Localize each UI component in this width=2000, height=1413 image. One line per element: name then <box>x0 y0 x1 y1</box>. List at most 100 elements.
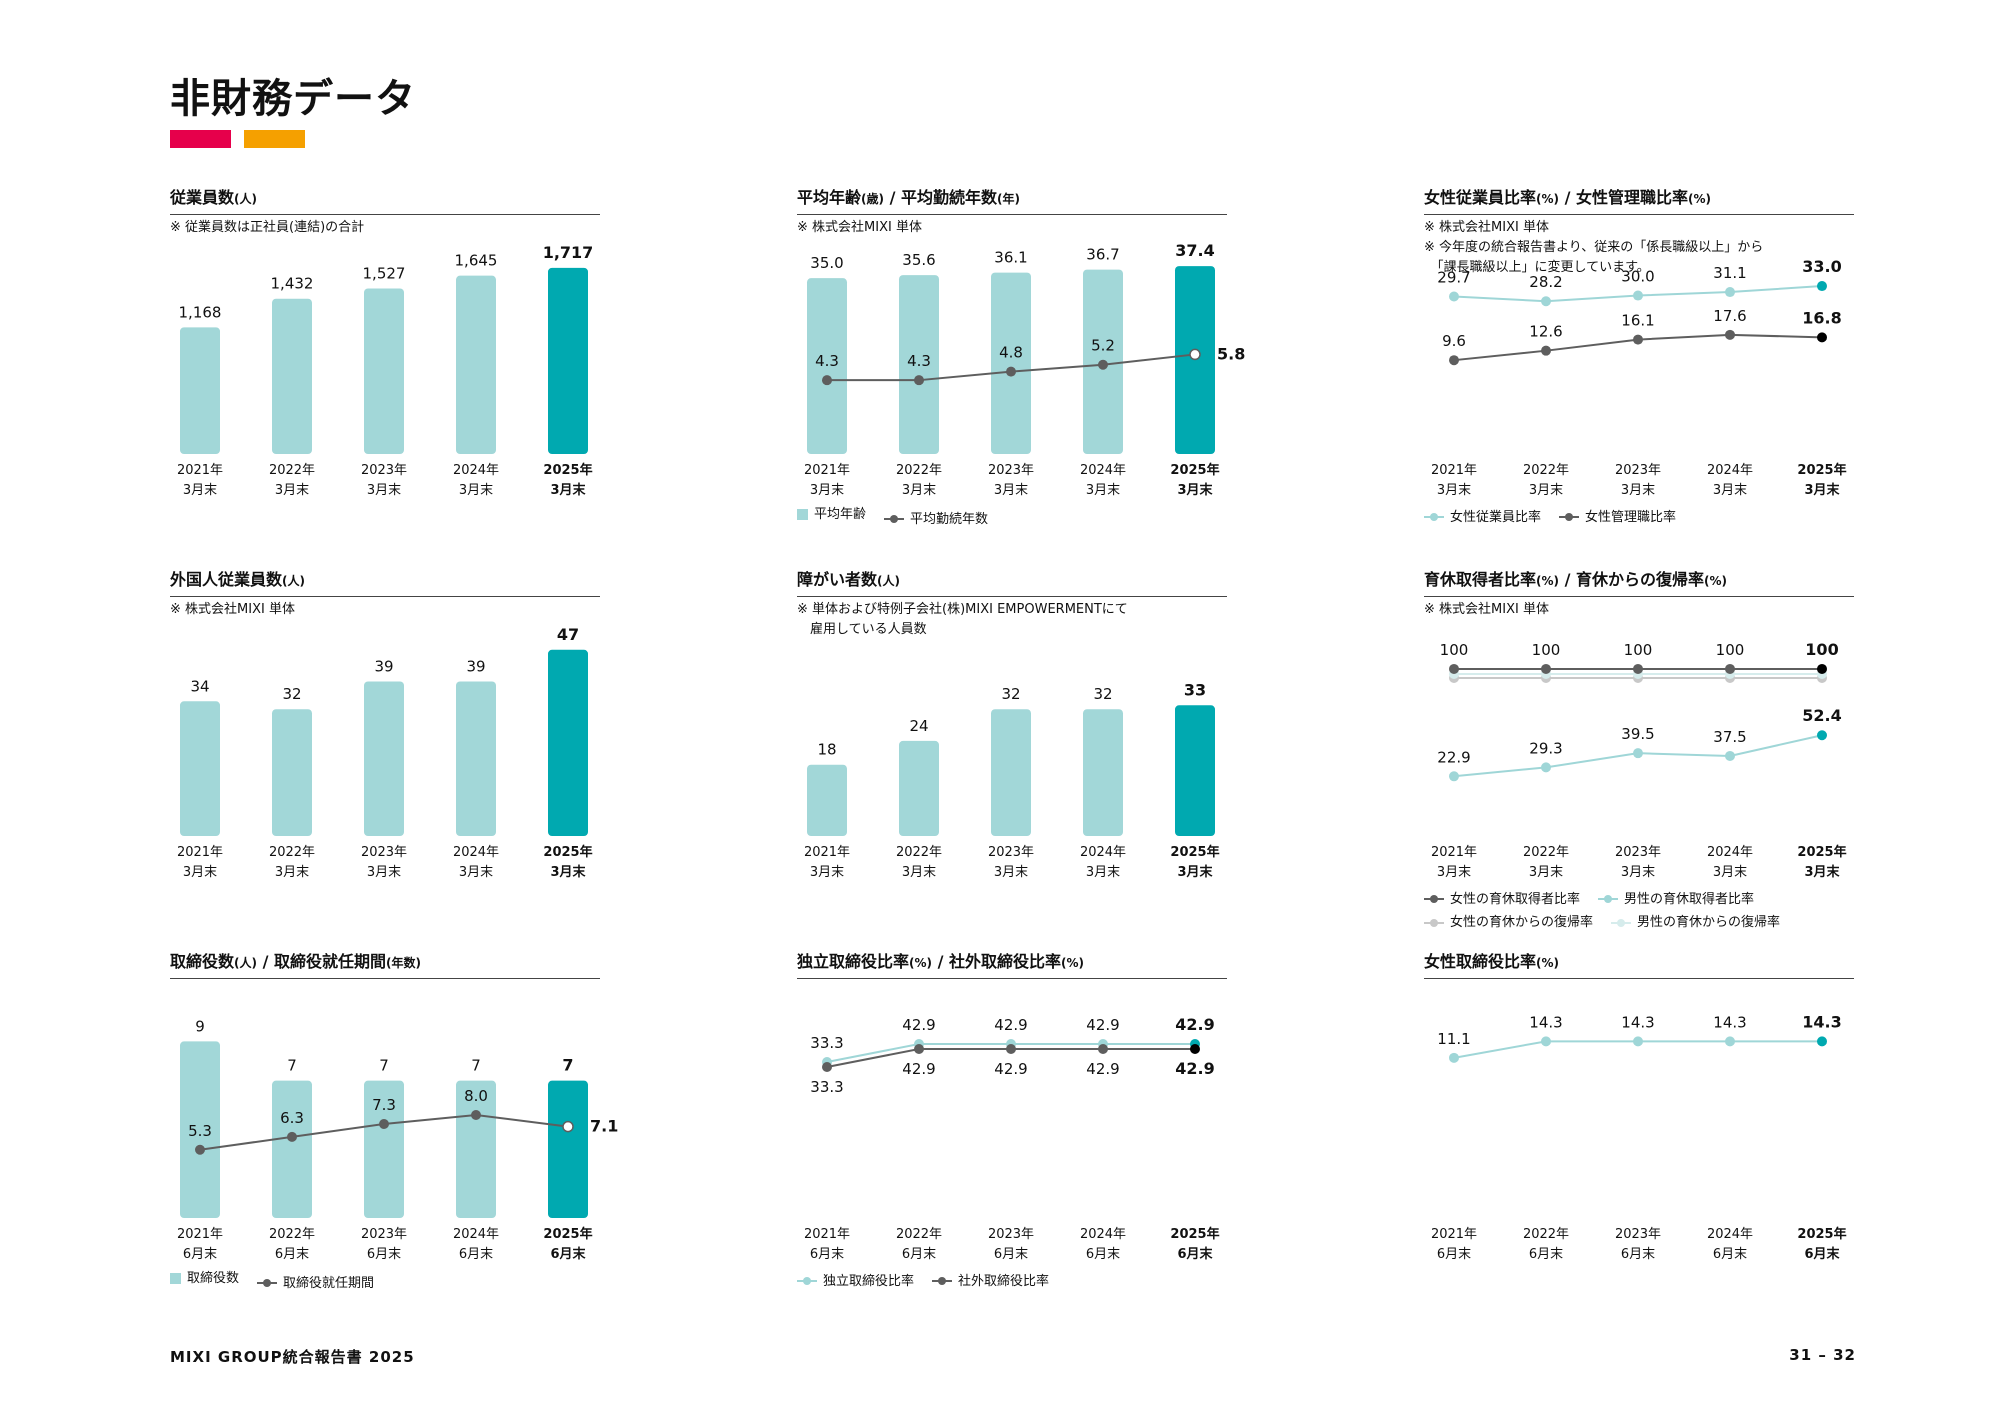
x-tick-label: 6月末 <box>550 1246 586 1262</box>
x-tick-label: 6月末 <box>1437 1247 1471 1262</box>
legend-item: 取締役就任期間 <box>257 1273 374 1294</box>
legend-swatch-line <box>1559 513 1580 521</box>
chart-note-line: ※ 株式会社MIXI 単体 <box>797 220 922 235</box>
legend-label: 女性従業員比率 <box>1450 509 1542 525</box>
legend-swatch-line <box>257 1279 278 1287</box>
point-value-label: 6.3 <box>280 1109 304 1127</box>
chart-title: 女性取締役比率(%) <box>1424 950 1854 979</box>
point-value-label: 5.3 <box>188 1122 212 1140</box>
x-tick-label: 2023年 <box>988 463 1034 478</box>
point-value-label: 7.1 <box>590 1117 618 1136</box>
chart-title: 外国人従業員数(人) <box>170 568 600 597</box>
x-tick-label: 2025年 <box>1170 462 1219 478</box>
x-tick-label: 2024年 <box>453 463 499 478</box>
bar-value-label: 24 <box>909 717 928 735</box>
legend-item: 社外取締役比率 <box>932 1271 1049 1292</box>
legend-item: 女性の育休からの復帰率 <box>1424 912 1593 933</box>
series-point <box>1541 296 1551 307</box>
bar <box>1083 709 1123 836</box>
chart-note-line: ※ 今年度の統合報告書より、従来の「係長職級以上」から <box>1424 240 1764 255</box>
bar-value-label: 1,432 <box>271 275 314 293</box>
chart-title-unit: (%) <box>1536 956 1560 970</box>
series-point <box>822 375 832 386</box>
chart-title-text: 障がい者数 <box>797 570 878 589</box>
x-tick-label: 3月末 <box>902 483 936 498</box>
point-value-label: 16.1 <box>1621 312 1654 330</box>
bar-value-label: 1,717 <box>543 243 594 262</box>
bar <box>548 649 588 836</box>
bar-value-label: 7 <box>379 1057 389 1075</box>
series-point <box>1725 663 1735 674</box>
panel-foreign: 外国人従業員数(人) ※ 株式会社MIXI 単体 34 32 39 39 47 2021年 3月… <box>170 568 600 928</box>
bar <box>548 1080 588 1218</box>
panel-female-ratio: 女性従業員比率(%) / 女性管理職比率(%) ※ 株式会社MIXI 単体 ※ 今年… <box>1424 186 1854 546</box>
chart-title: 取締役数(人) / 取締役就任期間(年数) <box>170 950 600 979</box>
x-tick-label: 2025年 <box>543 462 592 478</box>
x-tick-label: 2021年 <box>804 463 850 478</box>
point-value-label: 42.9 <box>994 1016 1027 1034</box>
series-point <box>1098 359 1108 370</box>
series-point <box>822 1062 832 1073</box>
point-value-label: 17.6 <box>1713 307 1746 325</box>
x-tick-label: 2025年 <box>1797 844 1846 860</box>
x-tick-label: 2024年 <box>1707 463 1753 478</box>
accent-bar-red <box>170 130 231 148</box>
bar <box>272 1080 312 1218</box>
series-point <box>1817 281 1827 292</box>
chart-legend: 女性の育休取得者比率 男性の育休取得者比率 女性の育休からの復帰率 男性の育休からの復… <box>1424 886 1854 933</box>
chart-notes: ※ 従業員数は正社員(連結)の合計 <box>170 218 364 238</box>
chart-title: 従業員数(人) <box>170 186 600 215</box>
point-value-label: 31.1 <box>1713 264 1746 282</box>
series-point <box>1817 730 1827 741</box>
legend-item: 独立取締役比率 <box>797 1271 914 1292</box>
chart-svg: 18 24 32 32 33 2021年 3月末 2022年 3月末 2023年 3月末 2024年 3… <box>804 680 1220 880</box>
chart-title-unit-2: (年) <box>997 192 1020 206</box>
bar <box>456 681 496 836</box>
chart-title-text-2: 育休からの復帰率 <box>1576 570 1705 589</box>
x-tick-label: 2022年 <box>896 1227 942 1242</box>
chart-title-text: 育休取得者比率 <box>1424 570 1537 589</box>
chart-title: 障がい者数(人) <box>797 568 1227 597</box>
x-tick-label: 2023年 <box>361 1227 407 1242</box>
x-tick-label: 3月末 <box>1621 865 1655 880</box>
bar-value-label: 37.4 <box>1175 241 1214 260</box>
x-tick-label: 6月末 <box>275 1247 309 1262</box>
x-tick-label: 3月末 <box>1086 483 1120 498</box>
bar-value-label: 39 <box>466 658 485 676</box>
bar <box>899 740 939 836</box>
x-tick-label: 3月末 <box>994 865 1028 880</box>
series-point <box>914 1044 924 1055</box>
legend-swatch-square <box>797 509 808 520</box>
x-tick-label: 3月末 <box>1437 483 1471 498</box>
chart-title: 育休取得者比率(%) / 育休からの復帰率(%) <box>1424 568 1854 597</box>
series-point <box>1633 748 1643 759</box>
chart-title-unit-2: (%) <box>1704 574 1728 588</box>
chart-title: 女性従業員比率(%) / 女性管理職比率(%) <box>1424 186 1854 215</box>
chart-note-line: ※ 従業員数は正社員(連結)の合計 <box>170 220 365 235</box>
chart-legend: 独立取締役比率 社外取締役比率 <box>797 1268 1227 1292</box>
legend-label: 女性管理職比率 <box>1585 509 1677 525</box>
x-tick-label: 2023年 <box>361 845 407 860</box>
x-tick-label: 2022年 <box>1523 1227 1569 1242</box>
panel-employees: 従業員数(人) ※ 従業員数は正社員(連結)の合計 1,168 1,432 1,527 1… <box>170 186 600 546</box>
x-tick-label: 3月末 <box>459 865 493 880</box>
bar-value-label: 34 <box>190 677 209 695</box>
bar-value-label: 7 <box>287 1057 297 1075</box>
panel-childcare: 育休取得者比率(%) / 育休からの復帰率(%) ※ 株式会社MIXI 単体 100… <box>1424 568 1854 930</box>
chart-svg: 1,168 1,432 1,527 1,645 1,717 2021年 3月末 2022年 3月… <box>177 243 594 498</box>
point-value-label: 42.9 <box>1086 1060 1119 1078</box>
chart-title-text-2: 女性管理職比率 <box>1576 188 1689 207</box>
chart-title-text: 女性取締役比率 <box>1424 952 1537 971</box>
chart-note-line: ※ 株式会社MIXI 単体 <box>1424 602 1549 617</box>
chart-title-text: 従業員数 <box>170 188 235 207</box>
x-tick-label: 3月末 <box>810 483 844 498</box>
chart-title-unit: (%) <box>1536 574 1560 588</box>
chart-title-text: 独立取締役比率 <box>797 952 910 971</box>
legend-label: 社外取締役比率 <box>958 1273 1050 1289</box>
series-point <box>1541 1036 1551 1047</box>
chart-legend: 取締役数 取締役就任期間 <box>170 1268 600 1294</box>
series-point <box>1541 663 1551 674</box>
series-point <box>1449 1052 1459 1063</box>
series-point <box>195 1144 205 1155</box>
point-value-label: 42.9 <box>1175 1015 1214 1034</box>
